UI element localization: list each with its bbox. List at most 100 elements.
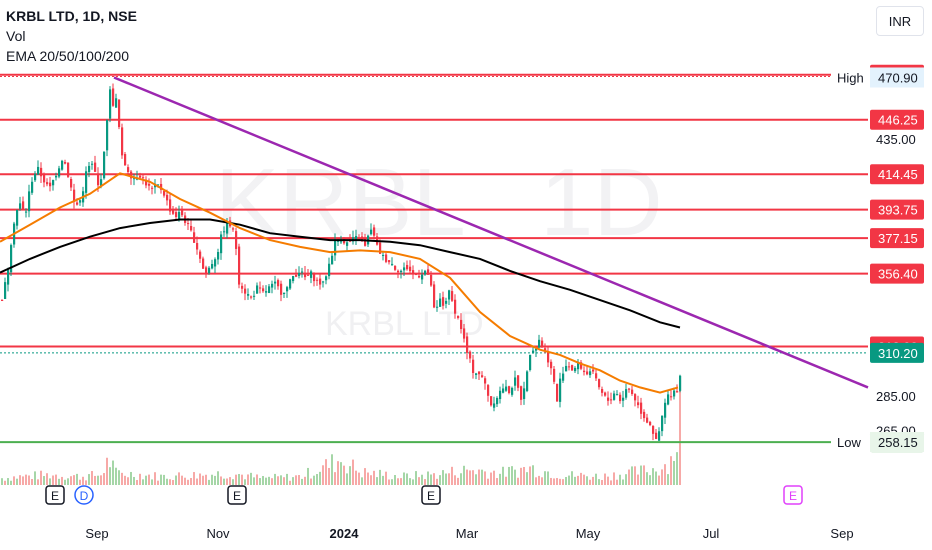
candle-body	[568, 366, 571, 368]
candle-body	[358, 237, 361, 239]
candle-body	[301, 271, 304, 273]
extreme-label-box	[831, 432, 869, 453]
volume-bar	[112, 460, 114, 485]
volume-bar	[340, 462, 342, 485]
candle-body	[109, 89, 112, 119]
candle-body	[190, 226, 193, 231]
candle-body	[217, 252, 220, 260]
candle-body	[277, 280, 280, 287]
candle-body	[475, 373, 478, 375]
candle-body	[577, 361, 580, 370]
candle-body	[199, 251, 202, 259]
volume-bar	[253, 477, 255, 485]
volume-bar	[574, 476, 576, 485]
candle-body	[625, 389, 628, 398]
candle-body	[574, 367, 577, 372]
currency-button[interactable]: INR	[876, 6, 924, 36]
volume-bar	[307, 467, 309, 485]
volume-bar	[454, 475, 456, 485]
volume-bar	[580, 472, 582, 485]
candle-body	[409, 266, 412, 272]
volume-bar	[166, 478, 168, 485]
candle-body	[40, 167, 43, 177]
candle-body	[493, 403, 496, 408]
time-tick-label: Nov	[206, 526, 230, 541]
candle-body	[70, 178, 73, 188]
candle-body	[160, 183, 163, 190]
candle-body	[334, 239, 337, 256]
volume-bar	[148, 474, 150, 485]
volume-bar	[565, 476, 567, 485]
volume-bar	[355, 470, 357, 485]
time-tick-label: 2024	[330, 526, 360, 541]
candle-body	[496, 397, 499, 405]
candle-body	[151, 187, 154, 189]
volume-bar	[601, 479, 603, 485]
volume-bar	[445, 473, 447, 485]
volume-bar	[370, 475, 372, 485]
candle-body	[631, 389, 634, 395]
event-label: E	[427, 489, 435, 503]
volume-bar	[400, 478, 402, 485]
volume-bar	[496, 478, 498, 485]
candle-body	[616, 394, 619, 396]
volume-bar	[547, 471, 549, 485]
price-tag-box	[870, 199, 924, 220]
volume-bar	[241, 474, 243, 485]
candle-body	[676, 391, 679, 393]
candle-body	[49, 182, 52, 187]
candle-body	[646, 417, 649, 423]
volume-bar	[25, 474, 27, 485]
candle-body	[448, 290, 451, 300]
volume-bar	[556, 478, 558, 485]
candle-body	[157, 184, 160, 186]
volume-bar	[346, 473, 348, 485]
candle-body	[205, 267, 208, 275]
volume-bar	[289, 480, 291, 485]
volume-bar	[664, 464, 666, 485]
volume-bar	[13, 476, 15, 485]
price-tag-box	[870, 342, 924, 363]
candle-body	[265, 291, 268, 293]
volume-bar	[106, 457, 108, 485]
candle-body	[250, 296, 253, 298]
volume-bar	[493, 470, 495, 485]
candle-body	[460, 319, 463, 330]
candle-body	[115, 98, 118, 108]
candle-body	[196, 242, 199, 250]
candle-body	[361, 236, 364, 241]
volume-bar	[79, 479, 81, 485]
volume-bar	[61, 476, 63, 485]
volume-bar	[205, 474, 207, 485]
volume-bar	[154, 472, 156, 485]
watermark-name: KRBL LTD	[325, 305, 484, 343]
volume-bar	[328, 467, 330, 485]
volume-indicator-label[interactable]: Vol	[6, 28, 26, 44]
volume-bar	[505, 476, 507, 485]
symbol-title[interactable]: KRBL LTD, 1D, NSE	[6, 8, 137, 24]
volume-bar	[10, 480, 12, 485]
candle-body	[388, 260, 391, 263]
volume-bar	[382, 475, 384, 485]
ema-indicator-label[interactable]: EMA 20/50/100/200	[6, 48, 129, 64]
volume-bar	[367, 472, 369, 485]
price-tag-box	[870, 263, 924, 284]
time-axis: Sep Nov 2024 Mar May Jul Sep	[85, 526, 853, 541]
volume-bar	[259, 478, 261, 485]
volume-bar	[487, 478, 489, 485]
volume-bar	[352, 459, 354, 485]
candle-body	[535, 348, 538, 351]
watermark-interval: 1D	[540, 149, 663, 256]
volume-bar	[589, 479, 591, 485]
candle-body	[523, 388, 526, 399]
candle-body	[670, 396, 673, 398]
volume-bar	[268, 476, 270, 485]
candle-body	[55, 175, 58, 178]
candle-body	[343, 239, 346, 244]
volume-bar	[256, 474, 258, 485]
candle-body	[52, 179, 55, 186]
volume-bar	[586, 476, 588, 485]
volume-bar	[535, 477, 537, 485]
volume-bar	[397, 478, 399, 485]
